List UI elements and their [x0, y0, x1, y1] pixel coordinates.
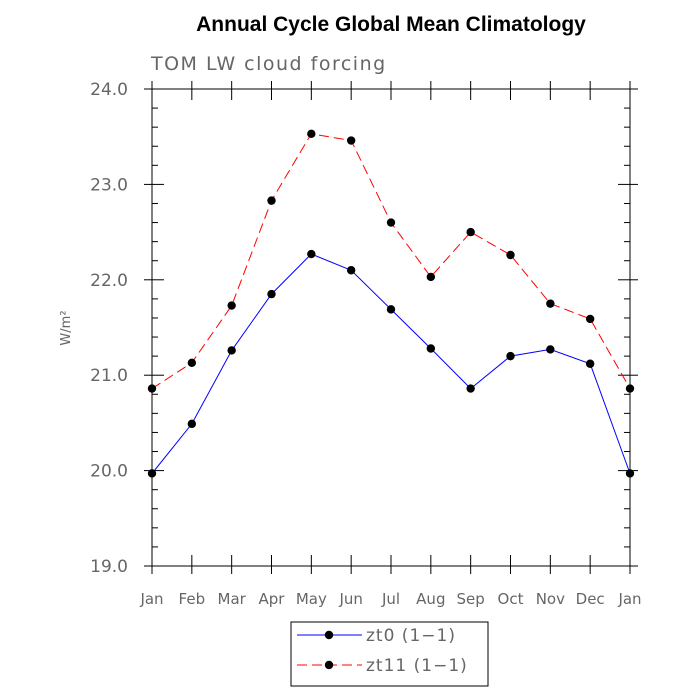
legend-label-0: zt0 (1−1) — [366, 626, 456, 646]
x-tick-label: Jun — [338, 590, 362, 608]
data-point — [227, 346, 236, 355]
x-tick-label: Jul — [381, 590, 400, 608]
plot-frame — [151, 88, 631, 567]
data-point — [625, 384, 635, 393]
x-tick-label: Jan — [139, 590, 163, 608]
legend-marker-0 — [324, 630, 334, 640]
chart-subtitle: TOM LW cloud forcing — [150, 53, 387, 75]
data-point — [267, 289, 276, 299]
data-point — [585, 359, 595, 368]
data-point — [227, 301, 236, 310]
data-point — [426, 272, 436, 282]
y-tick-labels: 19.0 20.0 21.0 22.0 23.0 24.0 — [90, 80, 128, 577]
data-point — [506, 250, 515, 260]
data-point — [466, 227, 475, 237]
x-tick-label: Jan — [617, 590, 641, 608]
data-point — [386, 218, 396, 227]
y-tick-label: 23.0 — [90, 175, 128, 195]
chart-title: Annual Cycle Global Mean Climatology — [196, 13, 586, 36]
y-tick-label: 20.0 — [90, 462, 128, 482]
legend: zt0 (1−1) zt11 (1−1) — [290, 621, 489, 687]
series-0 — [147, 249, 635, 478]
data-point — [307, 249, 316, 259]
x-tick-label: Sep — [457, 590, 485, 608]
series-1 — [147, 129, 635, 393]
x-tick-label: Nov — [536, 590, 565, 608]
data-point — [187, 419, 197, 429]
data-point — [346, 266, 356, 275]
data-point — [585, 314, 595, 324]
x-tick-label: May — [296, 590, 327, 608]
data-point — [426, 344, 436, 353]
data-point — [147, 384, 157, 393]
x-tick-label: Dec — [576, 590, 605, 608]
y-tick-label: 22.0 — [90, 271, 128, 291]
y-tick-label: 24.0 — [90, 80, 128, 100]
data-point — [267, 196, 276, 205]
x-tick-label: Oct — [498, 590, 524, 608]
data-point — [307, 129, 316, 139]
data-point — [187, 358, 197, 367]
data-point — [147, 469, 157, 478]
series-layer — [147, 129, 635, 478]
y-tick-label: 21.0 — [90, 366, 128, 386]
y-axis-label: W/m² — [59, 310, 74, 345]
data-point — [346, 136, 356, 145]
data-point — [546, 345, 555, 354]
data-point — [466, 384, 475, 393]
series-line — [151, 253, 631, 474]
axis-ticks — [144, 81, 638, 574]
y-tick-label: 19.0 — [90, 557, 128, 577]
data-point — [625, 469, 635, 478]
data-point — [386, 305, 396, 314]
data-point — [546, 299, 555, 308]
series-line — [151, 133, 631, 390]
x-tick-label: Apr — [259, 590, 286, 608]
x-tick-label: Feb — [179, 590, 206, 608]
legend-marker-1 — [324, 660, 334, 670]
x-tick-label: Aug — [416, 590, 445, 608]
data-point — [506, 351, 515, 361]
x-tick-labels: Jan Feb Mar Apr May Jun Jul Aug Sep Oct Nov Dec Jan — [139, 590, 641, 608]
legend-label-1: zt11 (1−1) — [366, 656, 468, 676]
legend-box — [290, 621, 489, 687]
x-tick-label: Mar — [218, 590, 247, 608]
